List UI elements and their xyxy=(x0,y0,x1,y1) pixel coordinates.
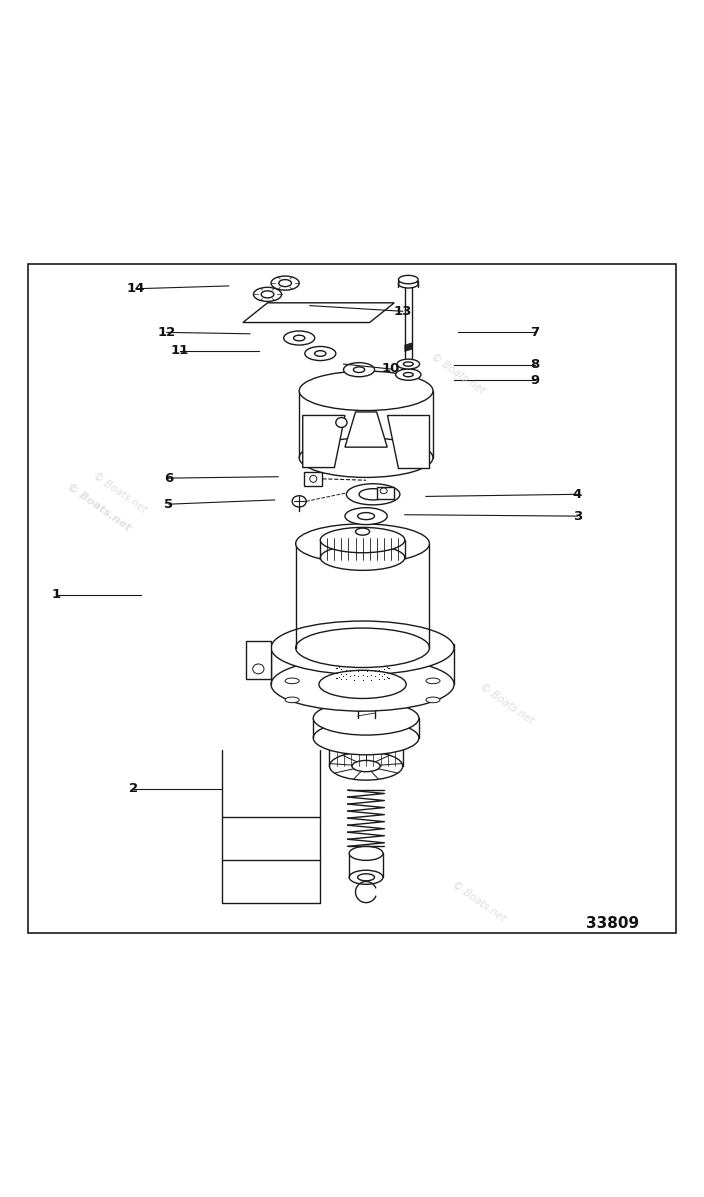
Bar xyxy=(304,472,322,486)
Polygon shape xyxy=(303,415,345,468)
Text: 9: 9 xyxy=(531,373,539,387)
Text: 10: 10 xyxy=(382,363,400,376)
Bar xyxy=(246,640,271,680)
Text: 14: 14 xyxy=(127,282,145,296)
Ellipse shape xyxy=(353,367,365,372)
Ellipse shape xyxy=(320,528,405,553)
Text: 13: 13 xyxy=(394,305,412,317)
Ellipse shape xyxy=(358,512,375,519)
Text: © Boats.net: © Boats.net xyxy=(91,470,149,515)
Text: 6: 6 xyxy=(164,472,174,485)
Ellipse shape xyxy=(352,760,380,772)
Ellipse shape xyxy=(261,291,274,298)
Polygon shape xyxy=(243,303,394,322)
Ellipse shape xyxy=(299,438,433,478)
Text: 7: 7 xyxy=(531,326,539,339)
Polygon shape xyxy=(345,412,387,448)
Ellipse shape xyxy=(271,621,454,675)
Text: © Boats.net: © Boats.net xyxy=(478,682,536,727)
Text: 11: 11 xyxy=(170,345,189,357)
Ellipse shape xyxy=(296,628,429,668)
Text: © Boats.net: © Boats.net xyxy=(65,481,132,533)
Text: 1: 1 xyxy=(52,589,61,601)
Polygon shape xyxy=(387,415,429,468)
Ellipse shape xyxy=(319,670,406,699)
Ellipse shape xyxy=(271,277,299,290)
Bar xyxy=(377,486,394,499)
Ellipse shape xyxy=(358,874,375,881)
Ellipse shape xyxy=(315,351,326,357)
Ellipse shape xyxy=(346,484,400,505)
Ellipse shape xyxy=(349,870,383,885)
Ellipse shape xyxy=(299,371,433,411)
Ellipse shape xyxy=(253,287,282,302)
Ellipse shape xyxy=(336,418,347,427)
Text: 12: 12 xyxy=(158,326,176,339)
Ellipse shape xyxy=(403,372,413,377)
Ellipse shape xyxy=(285,697,299,703)
Ellipse shape xyxy=(310,475,317,482)
Text: © Boats.net: © Boats.net xyxy=(450,879,508,924)
Ellipse shape xyxy=(426,678,440,683)
Ellipse shape xyxy=(279,280,291,286)
Ellipse shape xyxy=(313,701,419,735)
Ellipse shape xyxy=(294,335,305,341)
Ellipse shape xyxy=(358,680,375,687)
Ellipse shape xyxy=(380,488,387,493)
Ellipse shape xyxy=(313,721,419,755)
Ellipse shape xyxy=(356,528,370,535)
Text: 4: 4 xyxy=(572,488,582,500)
Ellipse shape xyxy=(285,678,299,683)
Ellipse shape xyxy=(292,496,306,508)
Ellipse shape xyxy=(349,846,383,861)
Ellipse shape xyxy=(359,488,387,500)
Ellipse shape xyxy=(403,361,413,366)
Ellipse shape xyxy=(320,545,405,570)
Text: 33809: 33809 xyxy=(586,916,639,931)
Ellipse shape xyxy=(253,664,264,674)
Text: 2: 2 xyxy=(130,782,138,795)
Ellipse shape xyxy=(271,657,454,711)
Ellipse shape xyxy=(426,697,440,703)
Ellipse shape xyxy=(397,359,420,369)
Ellipse shape xyxy=(305,346,336,360)
Text: © Boats.net: © Boats.net xyxy=(429,351,486,395)
Ellipse shape xyxy=(345,508,387,524)
Ellipse shape xyxy=(344,363,375,377)
Ellipse shape xyxy=(329,725,403,753)
Ellipse shape xyxy=(329,752,403,780)
Ellipse shape xyxy=(284,332,315,345)
Ellipse shape xyxy=(398,275,418,284)
Text: 3: 3 xyxy=(572,510,582,523)
Text: 8: 8 xyxy=(530,358,540,371)
Ellipse shape xyxy=(296,524,429,564)
Text: 5: 5 xyxy=(165,498,173,511)
Ellipse shape xyxy=(398,280,418,288)
Ellipse shape xyxy=(396,369,421,381)
